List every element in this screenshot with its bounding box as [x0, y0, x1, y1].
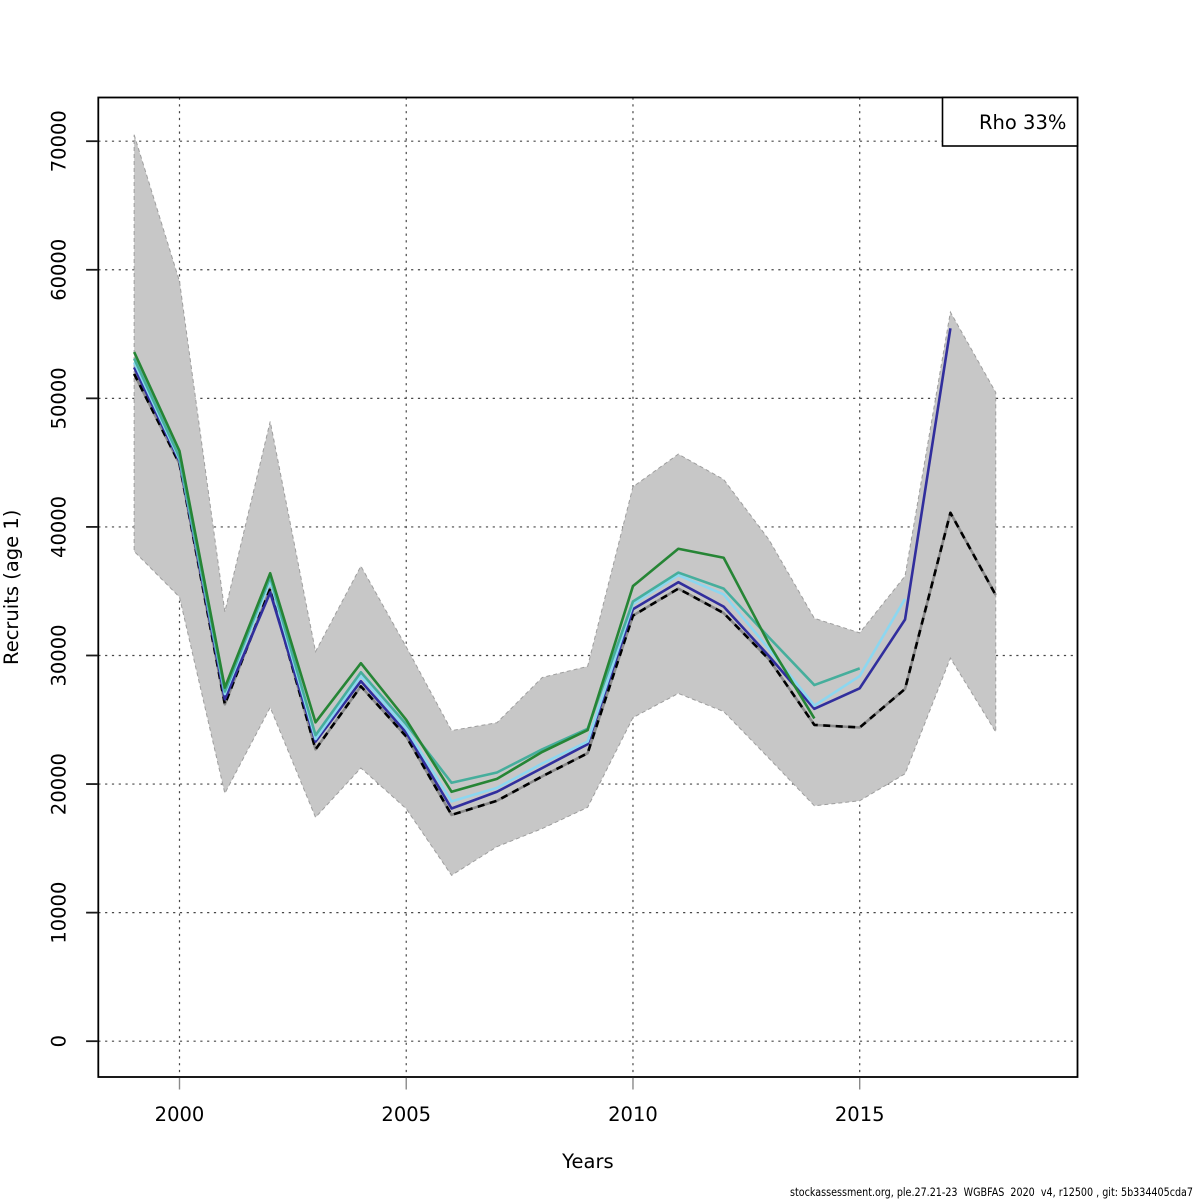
retro-peel-2015-line	[132, 357, 861, 785]
y-tick-label: 50000	[48, 367, 71, 429]
legend-frame	[941, 96, 1079, 147]
footer-attribution: stockassessment.org, ple.27.21-23 WGBFAS…	[790, 1186, 1193, 1199]
y-tick-label: 10000	[48, 882, 71, 944]
x-tick-label: 2000	[155, 1103, 205, 1126]
legend-box: Rho 33%	[941, 96, 1079, 147]
y-tick-label: 30000	[48, 624, 71, 686]
data-series	[132, 328, 997, 817]
x-tick-label: 2005	[381, 1103, 431, 1126]
plot-border	[97, 96, 1079, 1078]
retro-peel-2017-line	[132, 328, 952, 810]
x-axis-title: Years	[561, 1150, 613, 1173]
x-tick-label: 2015	[835, 1103, 885, 1126]
base-run-line	[132, 373, 997, 817]
x-axis: 2000 2005 2010 2015	[155, 1077, 885, 1126]
y-tick-label: 20000	[48, 753, 71, 815]
y-axis-title: Recruits (age 1)	[0, 510, 23, 665]
retro-peel-2014-line	[132, 351, 816, 794]
y-tick-label: 40000	[48, 496, 71, 558]
legend-label: Rho 33%	[979, 111, 1066, 134]
x-tick-label: 2010	[608, 1103, 658, 1126]
y-tick-label: 0	[48, 1035, 71, 1047]
y-axis: 0 10000 20000 30000 40000 50000 60000 70000	[48, 110, 98, 1047]
y-tick-label: 60000	[48, 239, 71, 301]
y-tick-label: 70000	[48, 110, 71, 172]
